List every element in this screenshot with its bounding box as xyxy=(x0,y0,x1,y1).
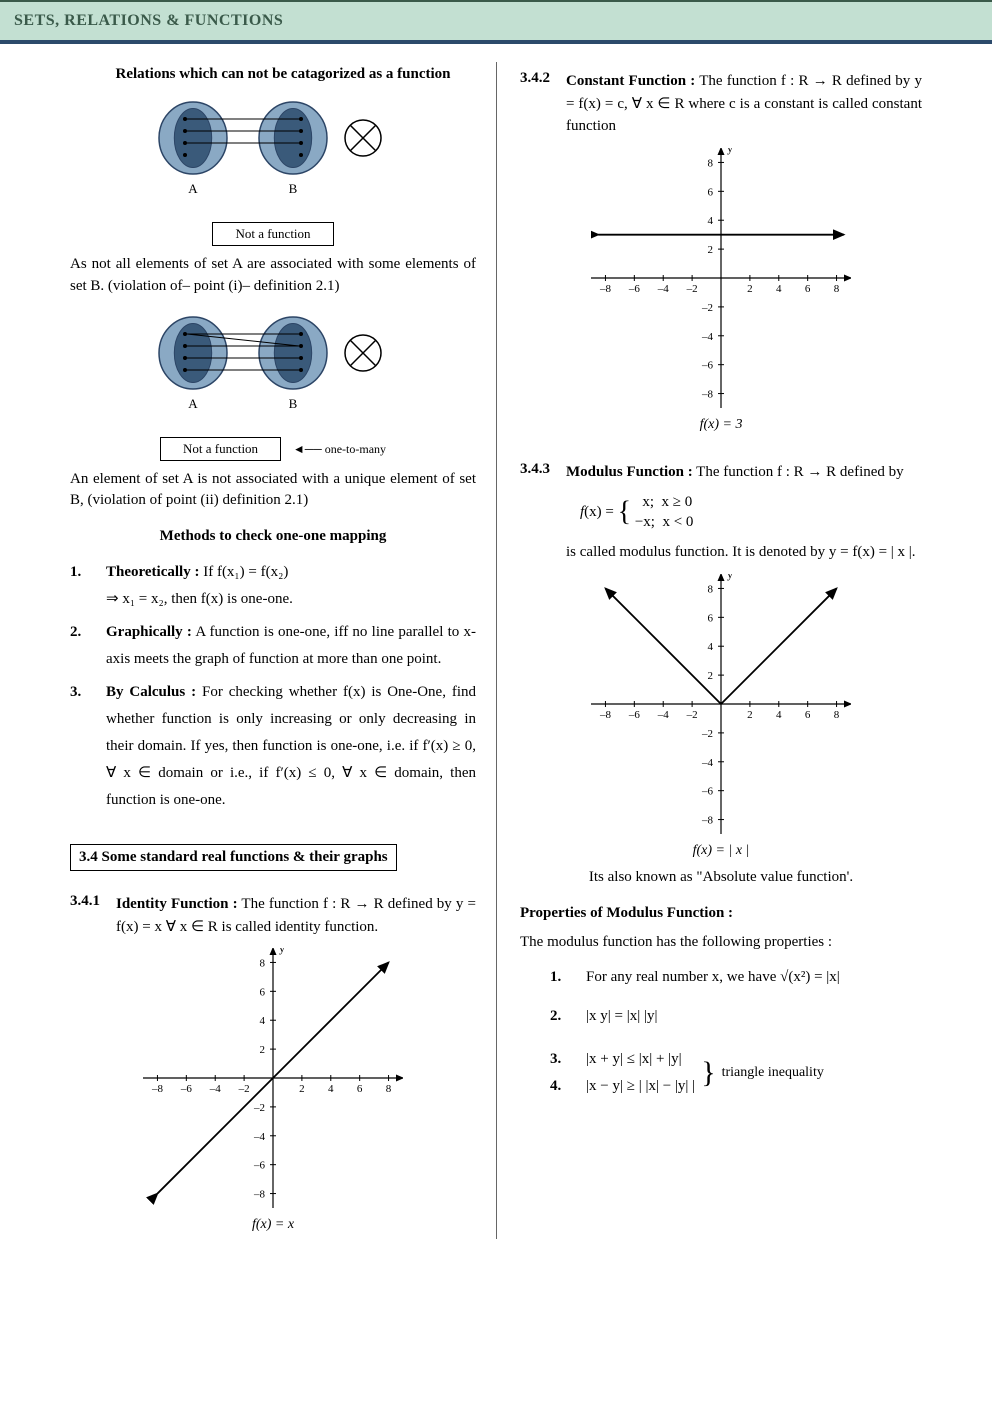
svg-text:–2: –2 xyxy=(701,301,713,313)
prop-3: 3. |x + y| ≤ |x| + |y| xyxy=(550,1049,695,1070)
svg-text:2: 2 xyxy=(747,283,753,295)
right-column: 3.4.2 Constant Function : The function f… xyxy=(496,62,932,1239)
svg-text:–6: –6 xyxy=(701,359,714,371)
prop-1: 1. For any real number x, we have √(x²) … xyxy=(550,961,922,994)
svg-text:–2: –2 xyxy=(238,1083,250,1095)
svg-text:B: B xyxy=(289,396,298,411)
identity-chart: –8–8–6–6–4–4–2–222446688xx'y f(x) = x xyxy=(70,948,476,1233)
svg-text:–6: –6 xyxy=(180,1083,193,1095)
triangle-inequality-label: triangle inequality xyxy=(722,1065,824,1081)
svg-text:4: 4 xyxy=(708,215,714,227)
modulus-chart: –8–8–6–6–4–4–2–222446688xx'y f(x) = | x … xyxy=(520,574,922,859)
methods-heading: Methods to check one-one mapping xyxy=(70,528,476,545)
constant-caption: f(x) = 3 xyxy=(520,417,922,433)
svg-text:y: y xyxy=(279,948,285,955)
modulus-piecewise: f(x) = { x; x ≥ 0 −x; x < 0 xyxy=(520,493,922,532)
not-function-label-1: Not a function xyxy=(212,222,333,246)
properties-title: Properties of Modulus Function : xyxy=(520,905,922,922)
svg-text:8: 8 xyxy=(386,1083,392,1095)
methods-list: 1. Theoretically : If f(x₁) = f(x₂) ⇒ x₁… xyxy=(70,559,476,814)
svg-text:6: 6 xyxy=(708,612,714,624)
svg-text:8: 8 xyxy=(834,283,840,295)
modulus-caption: f(x) = | x | xyxy=(520,843,922,859)
svg-text:–4: –4 xyxy=(253,1131,266,1143)
svg-text:–6: –6 xyxy=(628,283,641,295)
constant-chart: –8–8–6–6–4–4–2–222446688xx'y f(x) = 3 xyxy=(520,148,922,433)
svg-text:–2: –2 xyxy=(686,283,698,295)
absolute-value-note: Its also known as "Absolute value functi… xyxy=(520,867,922,889)
method-1: 1. Theoretically : If f(x₁) = f(x₂) ⇒ x₁… xyxy=(70,559,476,613)
svg-text:–4: –4 xyxy=(657,709,670,721)
identity-caption: f(x) = x xyxy=(70,1217,476,1233)
svg-text:–4: –4 xyxy=(657,283,670,295)
chapter-title: SETS, RELATIONS & FUNCTIONS xyxy=(14,12,978,30)
svg-text:A: A xyxy=(188,181,198,196)
svg-text:y: y xyxy=(727,574,733,581)
one-to-many-note: ◄── one-to-many xyxy=(293,442,386,456)
svg-text:6: 6 xyxy=(357,1083,363,1095)
svg-text:–6: –6 xyxy=(701,785,714,797)
not-function-label-2: Not a function xyxy=(160,437,281,461)
prop-2: 2. |x y| = |x| |y| xyxy=(550,1000,922,1033)
svg-text:–4: –4 xyxy=(209,1083,222,1095)
chapter-header: SETS, RELATIONS & FUNCTIONS xyxy=(0,0,992,44)
prop-4: 4. |x − y| ≥ | |x| − |y| | xyxy=(550,1076,695,1097)
svg-text:8: 8 xyxy=(834,709,840,721)
svg-text:8: 8 xyxy=(260,957,266,969)
svg-text:4: 4 xyxy=(776,283,782,295)
triangle-inequality-group: 3. |x + y| ≤ |x| + |y| 4. |x − y| ≥ | |x… xyxy=(520,1043,922,1103)
svg-text:–4: –4 xyxy=(701,330,714,342)
svg-text:–2: –2 xyxy=(701,728,713,740)
svg-text:2: 2 xyxy=(708,244,714,256)
svg-text:2: 2 xyxy=(708,670,714,682)
svg-text:6: 6 xyxy=(708,186,714,198)
svg-text:8: 8 xyxy=(708,583,714,595)
method-2: 2. Graphically : A function is one-one, … xyxy=(70,619,476,673)
svg-text:2: 2 xyxy=(299,1083,305,1095)
svg-text:–8: –8 xyxy=(253,1189,266,1201)
svg-text:–6: –6 xyxy=(253,1160,266,1172)
svg-text:–8: –8 xyxy=(599,709,612,721)
svg-text:–2: –2 xyxy=(253,1102,265,1114)
svg-text:–8: –8 xyxy=(599,283,612,295)
svg-text:4: 4 xyxy=(708,641,714,653)
properties-intro: The modulus function has the following p… xyxy=(520,932,922,954)
diagram-not-function-2: A B Not a function ◄── one-to-many xyxy=(70,308,476,461)
svg-text:4: 4 xyxy=(328,1083,334,1095)
relations-heading: Relations which can not be catagorized a… xyxy=(70,66,476,83)
svg-text:2: 2 xyxy=(747,709,753,721)
constant-function-def: 3.4.2 Constant Function : The function f… xyxy=(520,70,922,138)
svg-text:6: 6 xyxy=(260,986,266,998)
svg-text:–8: –8 xyxy=(701,388,714,400)
modulus-function-def: 3.4.3 Modulus Function : The function f … xyxy=(520,461,922,484)
svg-text:2: 2 xyxy=(260,1044,266,1056)
svg-text:8: 8 xyxy=(708,157,714,169)
brace-icon: } xyxy=(701,1058,715,1088)
svg-text:–8: –8 xyxy=(701,814,714,826)
properties-list: 1. For any real number x, we have √(x²) … xyxy=(520,961,922,1033)
svg-text:y: y xyxy=(727,148,733,155)
svg-text:B: B xyxy=(289,181,298,196)
para-violation-2: An element of set A is not associated wi… xyxy=(70,469,476,513)
svg-text:6: 6 xyxy=(805,283,811,295)
method-3: 3. By Calculus : For checking whether f(… xyxy=(70,679,476,814)
svg-text:–8: –8 xyxy=(151,1083,164,1095)
modulus-denote: is called modulus function. It is denote… xyxy=(520,542,922,564)
svg-text:6: 6 xyxy=(805,709,811,721)
column-divider xyxy=(496,62,497,1239)
svg-text:–2: –2 xyxy=(686,709,698,721)
svg-text:–4: –4 xyxy=(701,757,714,769)
para-violation-1: As not all elements of set A are associa… xyxy=(70,254,476,298)
section-3-4-heading: 3.4 Some standard real functions & their… xyxy=(70,844,397,871)
identity-function-def: 3.4.1 Identity Function : The function f… xyxy=(70,893,476,938)
left-column: Relations which can not be catagorized a… xyxy=(60,62,496,1239)
svg-text:4: 4 xyxy=(260,1015,266,1027)
diagram-not-function-1: A B Not a function xyxy=(70,93,476,246)
svg-text:4: 4 xyxy=(776,709,782,721)
svg-text:–6: –6 xyxy=(628,709,641,721)
svg-text:A: A xyxy=(188,396,198,411)
